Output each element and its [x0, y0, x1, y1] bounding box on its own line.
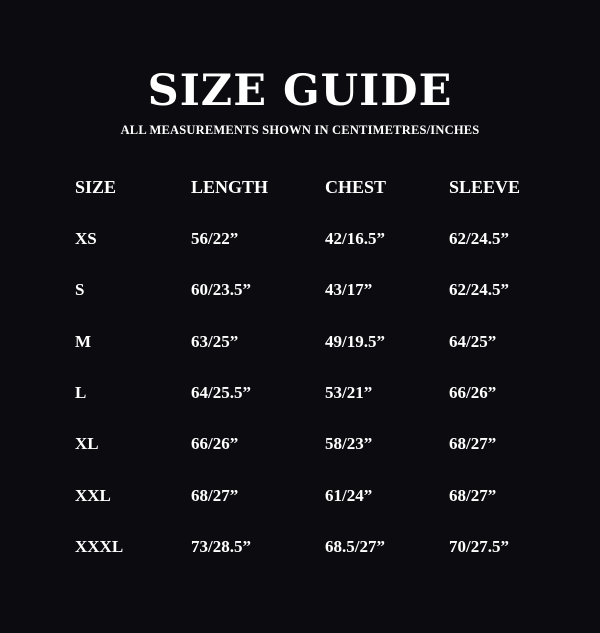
column-header-chest: CHEST — [325, 177, 387, 197]
measurement-cell: 68/27” — [191, 485, 239, 505]
page-subtitle: ALL MEASUREMENTS SHOWN IN CENTIMETRES/IN… — [120, 123, 480, 137]
measurement-cell: 68/27” — [449, 434, 497, 454]
measurement-cell: 62/24.5” — [449, 280, 509, 300]
measurement-cell: 56/22” — [191, 229, 239, 248]
measurement-cell: 62/24.5” — [449, 229, 509, 248]
measurement-cell: 66/26” — [449, 382, 497, 402]
size-label: M — [75, 331, 92, 351]
measurement-cell: 68/27” — [449, 485, 497, 505]
measurement-cell: 70/27.5” — [449, 536, 509, 556]
page-title: SIZE GUIDE — [147, 66, 453, 116]
measurement-cell: 60/23.5” — [191, 280, 251, 300]
measurement-cell: 43/17” — [325, 280, 373, 300]
size-label: S — [75, 280, 85, 300]
measurement-cell: 49/19.5” — [325, 331, 385, 351]
size-label: XL — [75, 434, 99, 454]
measurement-cell: 58/23” — [325, 434, 373, 454]
measurement-cell: 68.5/27” — [325, 536, 385, 556]
column-header-sleeve: SLEEVE — [449, 177, 521, 197]
measurement-cell: 63/25” — [191, 331, 239, 351]
size-label: L — [75, 382, 87, 402]
measurement-cell: 53/21” — [325, 382, 373, 402]
measurement-cell: 64/25.5” — [191, 382, 251, 402]
size-label: XXL — [75, 485, 111, 505]
size-label: XS — [75, 229, 97, 248]
measurement-cell: 42/16.5” — [325, 229, 385, 248]
measurement-cell: 73/28.5” — [191, 536, 251, 556]
column-header-size: SIZE — [75, 177, 117, 197]
column-header-length: LENGTH — [191, 177, 269, 197]
size-label: XXXL — [75, 536, 124, 556]
measurement-cell: 61/24” — [325, 485, 373, 505]
measurement-cell: 66/26” — [191, 434, 239, 454]
measurement-cell: 64/25” — [449, 331, 497, 351]
